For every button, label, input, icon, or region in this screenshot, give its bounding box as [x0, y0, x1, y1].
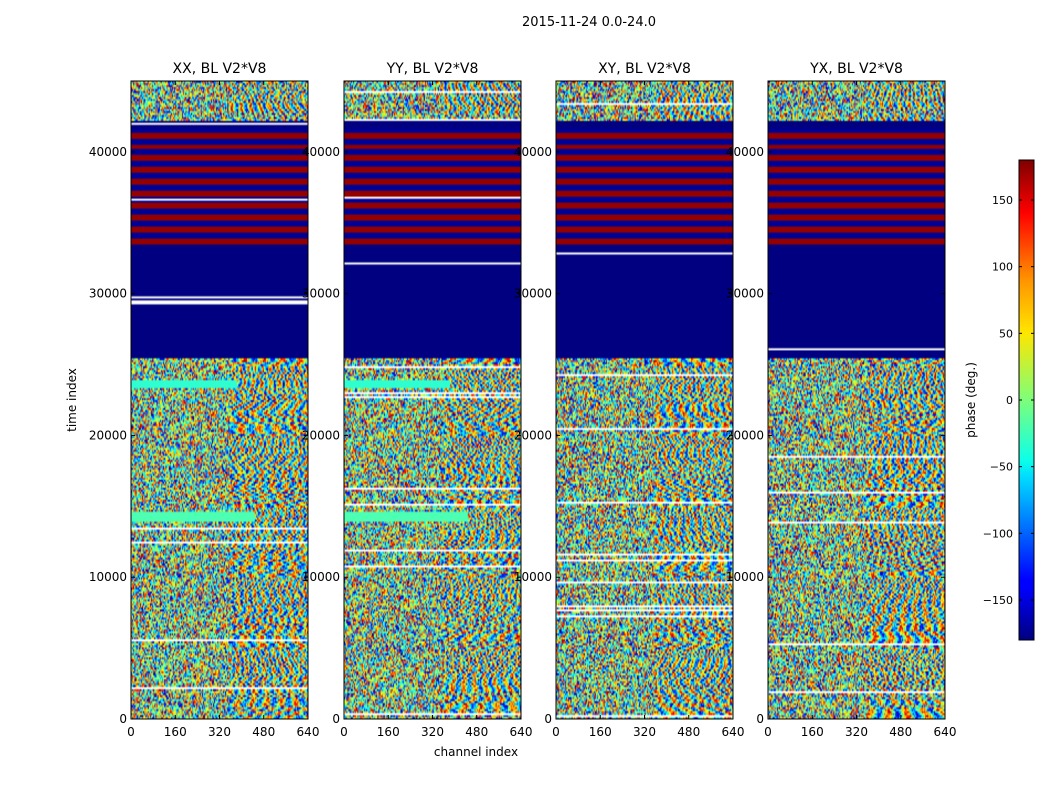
x-tick-label: 640 [934, 725, 957, 739]
panel-title: YY, BL V2*V8 [386, 61, 479, 77]
panel-xx: XX, BL V2*V8 0 160 320 480 640 0 10000 20000 3000… [89, 61, 320, 739]
colorbar-tick-label: −50 [990, 461, 1013, 474]
colorbar-tick-label: −100 [983, 527, 1013, 540]
y-tick-label: 30000 [302, 287, 340, 301]
x-tick-label: 640 [297, 725, 320, 739]
y-tick-label: 40000 [514, 145, 552, 159]
panel-yy: YY, BL V2*V8 0 160 320 480 640 0 10000 20000 3000… [302, 61, 533, 739]
x-tick-label: 0 [127, 725, 135, 739]
y-tick-label: 30000 [89, 287, 127, 301]
colorbar-label: phase (deg.) [964, 362, 978, 438]
x-tick-label: 320 [208, 725, 231, 739]
phase-image [344, 81, 521, 719]
y-tick-label: 20000 [726, 428, 764, 442]
x-tick-label: 0 [764, 725, 772, 739]
panel-title: XY, BL V2*V8 [598, 61, 691, 77]
panels: XX, BL V2*V8 0 160 320 480 640 0 10000 20000 3000… [89, 61, 957, 739]
colorbar-ticks: 150 100 50 0 −50 −100 −150 [983, 194, 1034, 607]
y-tick-label: 0 [332, 712, 340, 726]
y-tick-label: 30000 [514, 287, 552, 301]
x-axis-label: channel index [434, 745, 518, 759]
phase-image [768, 81, 945, 719]
colorbar-tick-label: 50 [999, 327, 1013, 340]
y-tick-label: 20000 [514, 428, 552, 442]
x-tick-label: 640 [722, 725, 745, 739]
colorbar-tick-label: −150 [983, 594, 1013, 607]
y-tick-label: 40000 [302, 145, 340, 159]
x-tick-label: 160 [164, 725, 187, 739]
y-tick-label: 0 [544, 712, 552, 726]
x-tick-label: 640 [510, 725, 533, 739]
colorbar-tick-label: 150 [992, 194, 1013, 207]
colorbar-tick-label: 0 [1006, 394, 1013, 407]
y-tick-label: 0 [756, 712, 764, 726]
y-tick-label: 10000 [89, 570, 127, 584]
y-tick-label: 10000 [514, 570, 552, 584]
panel-yx: YX, BL V2*V8 0 160 320 480 640 0 10000 20000 3000… [726, 61, 957, 739]
x-tick-label: 320 [421, 725, 444, 739]
x-tick-label: 480 [677, 725, 700, 739]
panel-xy: XY, BL V2*V8 0 160 320 480 640 0 10000 20000 3000… [514, 61, 745, 739]
phase-image [131, 81, 308, 719]
phase-image [556, 81, 733, 719]
colorbar: 150 100 50 0 −50 −100 −150 phase (deg.) [964, 159, 1035, 641]
figure-title: 2015-11-24 0.0-24.0 [522, 15, 656, 30]
x-tick-label: 0 [552, 725, 560, 739]
x-tick-label: 160 [377, 725, 400, 739]
panel-title: XX, BL V2*V8 [173, 61, 267, 77]
y-tick-label: 40000 [726, 145, 764, 159]
y-tick-label: 40000 [89, 145, 127, 159]
y-tick-label: 20000 [302, 428, 340, 442]
x-tick-label: 480 [889, 725, 912, 739]
x-tick-label: 480 [465, 725, 488, 739]
y-axis-label: time index [65, 368, 79, 432]
y-tick-label: 10000 [302, 570, 340, 584]
y-tick-label: 10000 [726, 570, 764, 584]
x-tick-label: 480 [252, 725, 275, 739]
x-tick-label: 160 [589, 725, 612, 739]
x-tick-label: 320 [845, 725, 868, 739]
x-tick-label: 160 [801, 725, 824, 739]
y-tick-label: 0 [119, 712, 127, 726]
x-tick-label: 320 [633, 725, 656, 739]
colorbar-tick-label: 100 [992, 261, 1013, 274]
y-tick-label: 20000 [89, 428, 127, 442]
x-tick-label: 0 [340, 725, 348, 739]
y-tick-label: 30000 [726, 287, 764, 301]
panel-title: YX, BL V2*V8 [809, 61, 903, 77]
